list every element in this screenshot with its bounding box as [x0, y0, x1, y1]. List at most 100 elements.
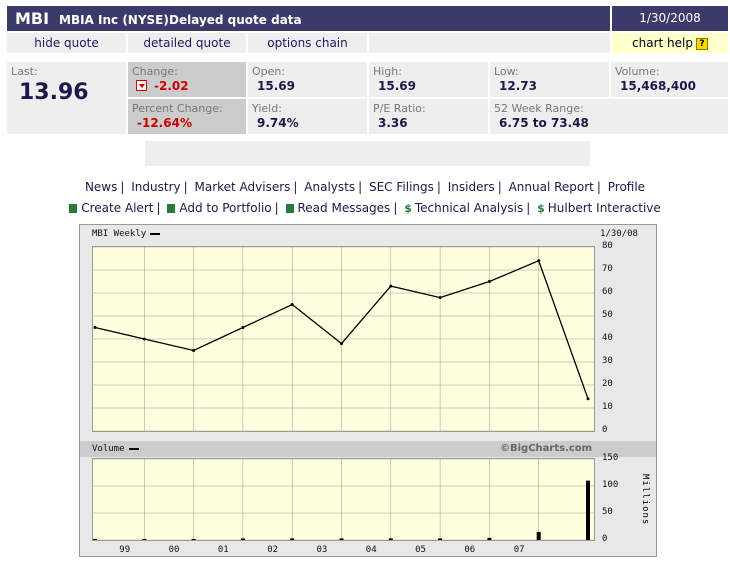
- x-tick-label: 01: [217, 545, 229, 555]
- volume-title: Volume: [92, 444, 139, 454]
- volume-plot-area: [92, 458, 595, 541]
- change-value: -2.02: [154, 79, 189, 93]
- pe-cell: P/E Ratio: 3.36: [369, 99, 488, 134]
- volume-bar: [388, 538, 393, 540]
- x-tick-label: 07: [513, 545, 525, 555]
- yield-label: Yield:: [252, 102, 282, 115]
- x-tick-label: 02: [267, 545, 279, 555]
- price-point: [389, 284, 393, 288]
- price-point: [438, 296, 442, 300]
- open-cell: Open: 15.69: [248, 62, 367, 97]
- open-label: Open:: [252, 65, 286, 78]
- volume-bar: [191, 538, 196, 540]
- chart-date: 1/30/08: [600, 229, 638, 239]
- pe-label: P/E Ratio:: [373, 102, 426, 115]
- range-label: 52 Week Range:: [494, 102, 584, 115]
- nav-read-messages[interactable]: Read Messages: [297, 201, 391, 215]
- price-y-tick-label: 50: [602, 310, 613, 320]
- x-tick-label: 04: [365, 545, 377, 555]
- hide-quote-link[interactable]: hide quote: [7, 33, 126, 53]
- price-y-tick-label: 0: [602, 425, 608, 435]
- price-point: [142, 337, 146, 341]
- volume-legend-icon: [128, 447, 139, 450]
- volume-label: Volume:: [615, 65, 660, 78]
- change-cell: Change: -2.02: [128, 62, 246, 97]
- percent-change-label: Percent Change:: [132, 102, 223, 115]
- series-line-legend-icon: [150, 232, 161, 235]
- dollar-icon: $: [537, 202, 545, 215]
- quote-date: 1/30/2008: [612, 6, 728, 31]
- volume-bar: [536, 531, 541, 540]
- down-arrow-icon: [136, 80, 147, 91]
- price-y-tick-label: 70: [602, 264, 613, 274]
- help-icon: ?: [695, 37, 708, 50]
- nav-profile[interactable]: Profile: [607, 180, 646, 194]
- x-tick-label: 03: [316, 545, 328, 555]
- price-point: [487, 280, 491, 283]
- x-tick-label: 99: [119, 545, 131, 555]
- x-tick-label: 06: [464, 545, 476, 555]
- nav-annual-report[interactable]: Annual Report: [508, 180, 594, 194]
- percent-change-cell: Percent Change: -12.64%: [128, 99, 246, 134]
- price-y-tick-label: 30: [602, 356, 613, 366]
- nav-insiders[interactable]: Insiders: [447, 180, 495, 194]
- volume-bar: [290, 538, 295, 540]
- range-value: 6.75 to 73.48: [499, 116, 589, 130]
- chart-help-link[interactable]: chart help?: [612, 33, 728, 53]
- high-label: High:: [373, 65, 402, 78]
- low-value: 12.73: [499, 79, 537, 93]
- volume-bar: [487, 537, 492, 540]
- volume-y-tick-label: 0: [602, 534, 608, 544]
- calculator-icon: [285, 204, 294, 213]
- calculator-icon: [167, 204, 176, 213]
- calculator-icon: [69, 204, 78, 213]
- volume-cell: Volume: 15,468,400: [611, 62, 728, 97]
- volume-bar: [438, 538, 443, 540]
- nav-industry[interactable]: Industry: [131, 180, 181, 194]
- volume-bar: [142, 538, 147, 540]
- yield-cell: Yield: 9.74%: [248, 99, 367, 134]
- percent-change-value: -12.64%: [137, 116, 192, 130]
- link-row-spacer: [369, 33, 610, 53]
- ad-placeholder: [145, 141, 590, 166]
- volume-bar: [93, 538, 97, 540]
- price-point: [290, 303, 294, 306]
- nav-sec-filings[interactable]: SEC Filings: [368, 180, 434, 194]
- change-label: Change:: [132, 65, 178, 78]
- low-cell: Low: 12.73: [490, 62, 609, 97]
- nav-hulbert-interactive[interactable]: Hulbert Interactive: [547, 201, 661, 215]
- volume-y-tick-label: 100: [602, 480, 619, 490]
- delayed-notice: Delayed quote data: [169, 13, 302, 27]
- nav-market-advisers[interactable]: Market Advisers: [194, 180, 291, 194]
- detailed-quote-link[interactable]: detailed quote: [128, 33, 246, 53]
- nav-create-alert[interactable]: Create Alert: [81, 201, 154, 215]
- volume-plot-svg: [93, 458, 594, 541]
- volume-bar: [586, 480, 590, 540]
- volume-bar: [240, 538, 245, 540]
- price-y-tick-label: 60: [602, 287, 613, 297]
- ticker-symbol: MBI: [15, 9, 50, 28]
- price-point: [93, 326, 97, 329]
- high-cell: High: 15.69: [369, 62, 488, 97]
- nav-news[interactable]: News: [84, 180, 118, 194]
- price-point: [586, 397, 590, 401]
- nav-add-to-portfolio[interactable]: Add to Portfolio: [179, 201, 272, 215]
- options-chain-link[interactable]: options chain: [248, 33, 367, 53]
- volume-header-band: [80, 441, 656, 457]
- price-point: [537, 259, 541, 263]
- price-y-tick-label: 10: [602, 402, 613, 412]
- volume-y-tick-label: 50: [602, 507, 613, 517]
- range-cell: 52 Week Range: 6.75 to 73.48: [490, 99, 728, 134]
- nav-analysts[interactable]: Analysts: [304, 180, 356, 194]
- last-price-cell: Last: 13.96: [7, 62, 126, 134]
- price-y-tick-label: 40: [602, 333, 613, 343]
- volume-bar: [339, 538, 344, 540]
- volume-units-label: Millions: [640, 474, 650, 526]
- chart-title: MBI Weekly: [92, 229, 161, 239]
- nav-technical-analysis[interactable]: Technical Analysis: [414, 201, 524, 215]
- last-price: 13.96: [19, 80, 89, 105]
- research-links: News | Industry | Market Advisers | Analyst…: [84, 180, 646, 194]
- quote-header: MBI MBIA Inc (NYSE) Delayed quote data: [7, 6, 610, 31]
- tools-links: Create Alert | Add to Portfolio | Read Mes…: [0, 201, 730, 215]
- open-value: 15.69: [257, 79, 295, 93]
